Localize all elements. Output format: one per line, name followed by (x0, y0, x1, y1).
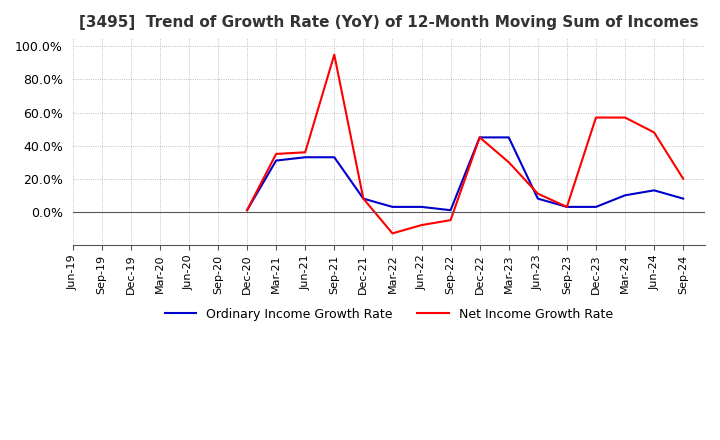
Legend: Ordinary Income Growth Rate, Net Income Growth Rate: Ordinary Income Growth Rate, Net Income … (160, 303, 618, 326)
Line: Ordinary Income Growth Rate: Ordinary Income Growth Rate (247, 137, 683, 210)
Net Income Growth Rate (475, 135, 484, 140)
Net Income Growth Rate (388, 231, 397, 236)
Net Income Growth Rate (679, 176, 688, 181)
Ordinary Income Growth Rate (679, 196, 688, 201)
Net Income Growth Rate (243, 208, 251, 213)
Ordinary Income Growth Rate (330, 154, 338, 160)
Net Income Growth Rate (505, 160, 513, 165)
Net Income Growth Rate (301, 150, 310, 155)
Ordinary Income Growth Rate (534, 196, 542, 201)
Ordinary Income Growth Rate (388, 204, 397, 209)
Line: Net Income Growth Rate: Net Income Growth Rate (247, 55, 683, 233)
Net Income Growth Rate (417, 223, 426, 228)
Net Income Growth Rate (359, 196, 368, 201)
Net Income Growth Rate (534, 191, 542, 196)
Net Income Growth Rate (446, 217, 455, 223)
Net Income Growth Rate (562, 204, 571, 209)
Ordinary Income Growth Rate (621, 193, 629, 198)
Ordinary Income Growth Rate (243, 208, 251, 213)
Title: [3495]  Trend of Growth Rate (YoY) of 12-Month Moving Sum of Incomes: [3495] Trend of Growth Rate (YoY) of 12-… (79, 15, 698, 30)
Ordinary Income Growth Rate (649, 188, 658, 193)
Ordinary Income Growth Rate (562, 204, 571, 209)
Ordinary Income Growth Rate (301, 154, 310, 160)
Net Income Growth Rate (649, 130, 658, 135)
Ordinary Income Growth Rate (417, 204, 426, 209)
Net Income Growth Rate (272, 151, 281, 157)
Ordinary Income Growth Rate (446, 208, 455, 213)
Net Income Growth Rate (330, 52, 338, 57)
Ordinary Income Growth Rate (475, 135, 484, 140)
Net Income Growth Rate (592, 115, 600, 120)
Ordinary Income Growth Rate (359, 196, 368, 201)
Net Income Growth Rate (621, 115, 629, 120)
Ordinary Income Growth Rate (272, 158, 281, 163)
Ordinary Income Growth Rate (592, 204, 600, 209)
Ordinary Income Growth Rate (505, 135, 513, 140)
